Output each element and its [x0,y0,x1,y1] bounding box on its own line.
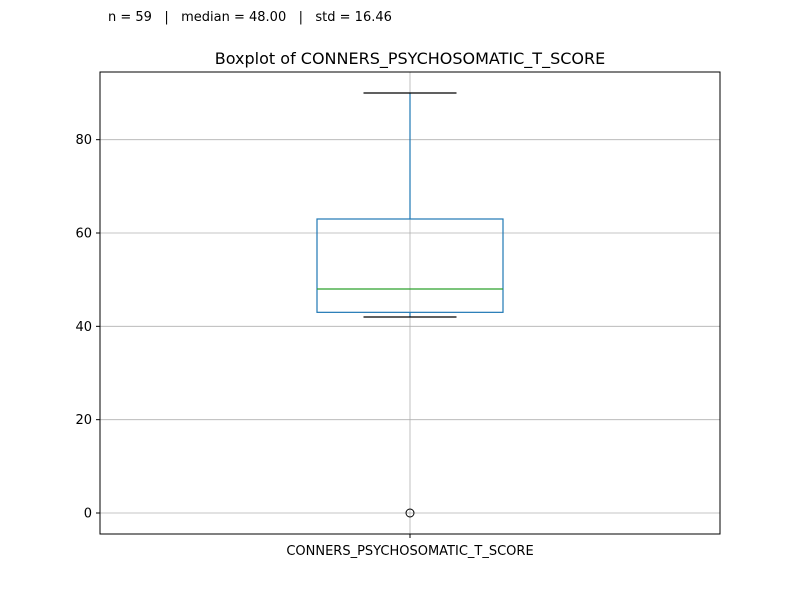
y-tick-label: 40 [75,320,92,335]
x-tick-label: CONNERS_PSYCHOSOMATIC_T_SCORE [286,544,533,559]
y-tick-label: 60 [75,227,92,242]
chart-title: Boxplot of CONNERS_PSYCHOSOMATIC_T_SCORE [215,49,605,69]
stats-summary: n = 59 | median = 48.00 | std = 16.46 [108,10,392,25]
iqr-box [316,218,504,313]
y-tick-label: 80 [75,133,92,148]
axis-layer: 0 20 40 60 80 CONNERS_PSYCHOSOMATIC_T_SCORE [75,133,533,559]
plot-layer [316,92,504,518]
y-tick-label: 20 [75,413,92,428]
outlier-point [405,508,415,518]
y-tick-label: 0 [84,507,92,522]
